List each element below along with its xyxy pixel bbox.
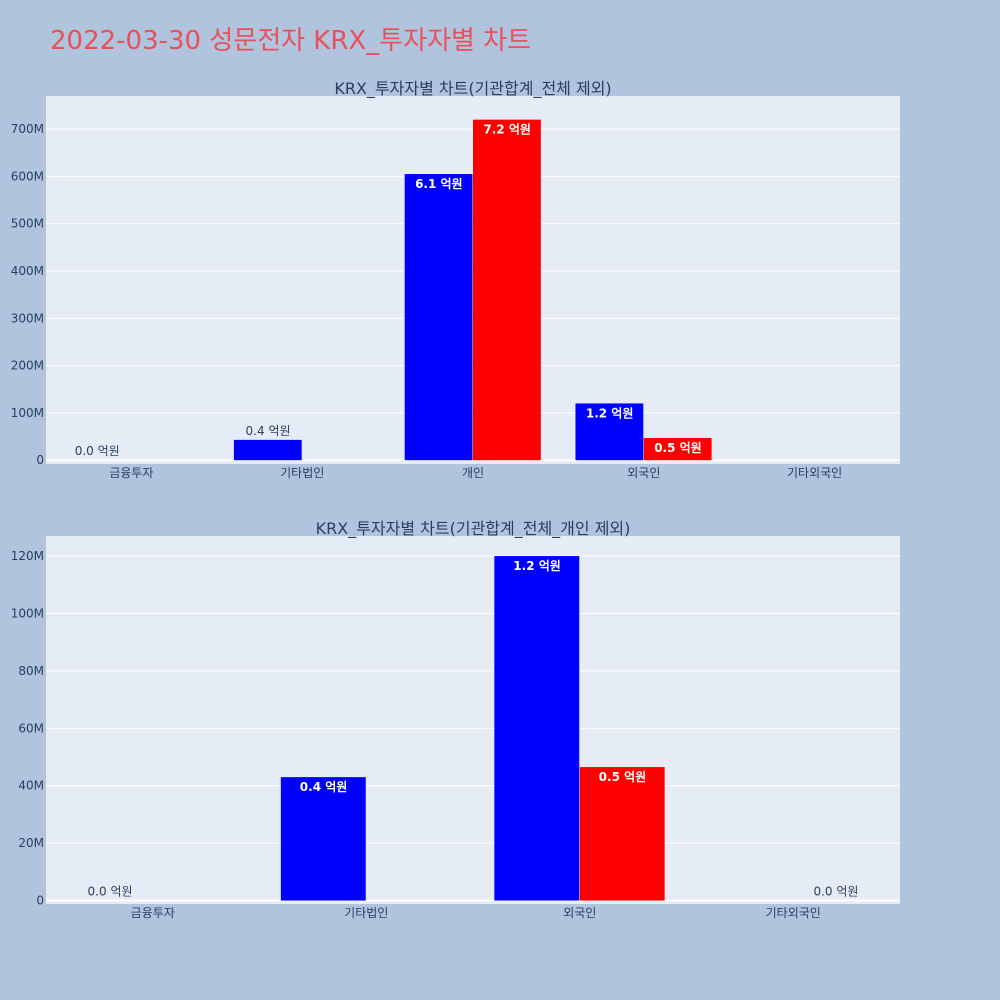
bar-value-label: 7.2 억원 xyxy=(483,123,531,137)
subplot-title: KRX_투자자별 차트(기관합계_전체 제외) xyxy=(334,79,611,99)
y-tick-label: 60M xyxy=(18,721,44,735)
x-tick-label: 금융투자 xyxy=(109,466,153,480)
x-tick-label: 외국인 xyxy=(563,906,596,920)
subplot-title: KRX_투자자별 차트(기관합계_전체_개인 제외) xyxy=(316,519,631,539)
bar xyxy=(404,174,473,461)
x-tick-label: 기타법인 xyxy=(280,466,324,480)
y-tick-label: 40M xyxy=(18,779,44,793)
y-tick-label: 20M xyxy=(18,836,44,850)
bar xyxy=(280,777,366,901)
x-tick-label: 금융투자 xyxy=(131,906,175,920)
chart-institutions-excluded: KRX_투자자별 차트(기관합계_전체 제외) 0 100M 200M 300M 400M… xyxy=(11,79,900,480)
x-tick-label: 기타법인 xyxy=(344,906,388,920)
bar-value-label: 1.2 억원 xyxy=(513,559,561,573)
plot-area xyxy=(46,536,900,904)
x-tick-label: 기타외국인 xyxy=(766,906,821,920)
y-tick-label: 300M xyxy=(11,311,44,325)
x-tick-label: 개인 xyxy=(462,466,484,480)
bar-value-label: 0.0 억원 xyxy=(75,444,120,458)
y-tick-label: 700M xyxy=(11,122,44,136)
bar-value-label: 0.5 억원 xyxy=(654,441,702,455)
bar xyxy=(643,437,712,461)
x-tick-label: 기타외국인 xyxy=(787,466,842,480)
y-tick-label: 0 xyxy=(36,894,44,908)
bar-value-label: 0.0 억원 xyxy=(813,885,858,899)
bar xyxy=(473,119,541,461)
y-tick-label: 200M xyxy=(11,359,44,373)
y-tick-label: 400M xyxy=(11,264,44,278)
bar-value-label: 0.4 억원 xyxy=(300,780,348,794)
y-tick-label: 600M xyxy=(11,169,44,183)
y-tick-label: 100M xyxy=(11,406,44,420)
bar-value-label: 0.0 억원 xyxy=(88,885,133,899)
y-tick-label: 80M xyxy=(18,664,44,678)
bar xyxy=(575,403,644,461)
y-tick-label: 0 xyxy=(36,453,44,467)
bar-value-label: 1.2 억원 xyxy=(586,406,634,420)
bar xyxy=(494,556,580,901)
chart-institutions-and-individuals-excluded: KRX_투자자별 차트(기관합계_전체_개인 제외) 0 20M 40M 60M 80M 1… xyxy=(11,519,900,920)
x-tick-label: 외국인 xyxy=(627,466,660,480)
y-tick-label: 100M xyxy=(11,607,44,621)
bar-value-label: 0.5 억원 xyxy=(599,770,647,784)
y-tick-label: 500M xyxy=(11,217,44,231)
y-tick-label: 120M xyxy=(11,549,44,563)
bar-value-label: 0.4 억원 xyxy=(246,424,291,438)
bar xyxy=(579,767,665,901)
bar-value-label: 6.1 억원 xyxy=(415,177,463,191)
bar xyxy=(233,439,302,461)
main-title: 2022-03-30 성문전자 KRX_투자자별 차트 xyxy=(50,26,531,56)
